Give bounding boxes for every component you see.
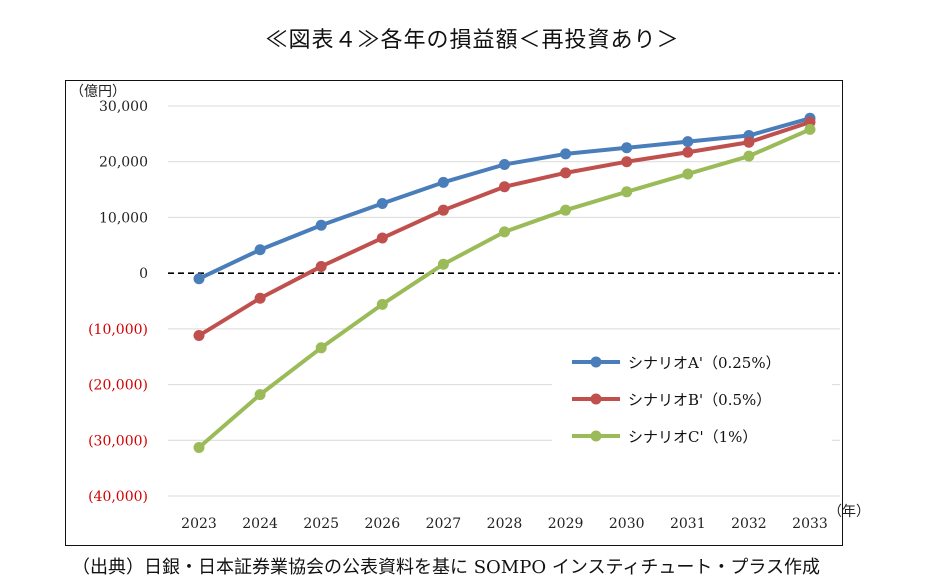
y-tick-label: (40,000): [88, 489, 148, 505]
y-tick-label: (20,000): [88, 378, 148, 394]
y-axis-unit-label: （億円）: [70, 84, 126, 100]
x-tick-label: 2027: [426, 516, 462, 532]
y-tick-label: 20,000: [99, 155, 148, 171]
legend-label: シナリオA'（0.25%）: [628, 354, 781, 372]
y-tick-label: 30,000: [99, 99, 148, 115]
x-tick-label: 2026: [364, 516, 400, 532]
x-tick-label: 2030: [609, 516, 645, 532]
data-point: [193, 442, 205, 454]
data-point: [315, 260, 327, 272]
data-point: [621, 186, 633, 198]
data-point: [621, 156, 633, 168]
data-point: [682, 136, 694, 148]
data-point: [193, 330, 205, 342]
data-point: [560, 204, 572, 216]
source-note: （出典）日銀・日本証券業協会の公表資料を基に SOMPO インスティチュート・プ…: [72, 557, 821, 578]
y-tick-label: 0: [139, 266, 148, 282]
data-point: [315, 219, 327, 231]
legend-swatch-marker: [590, 356, 602, 368]
data-point: [560, 148, 572, 160]
chart-frame: [65, 80, 843, 546]
data-point: [437, 204, 449, 216]
x-tick-label: 2025: [303, 516, 339, 532]
y-tick-label: (10,000): [88, 322, 148, 338]
data-point: [499, 159, 510, 170]
x-tick-label: 2031: [670, 516, 706, 532]
x-tick-label: 2028: [487, 516, 523, 532]
chart-title: ≪図表４≫各年の損益額＜再投資あり＞: [265, 28, 680, 53]
data-point: [254, 292, 266, 304]
y-tick-label: (30,000): [88, 433, 148, 449]
data-point: [437, 176, 449, 188]
legend-swatch-marker: [590, 393, 602, 405]
data-point: [499, 226, 510, 238]
series-line: [197, 116, 812, 281]
data-point: [437, 258, 449, 270]
legend-label: シナリオB'（0.5%）: [628, 391, 771, 409]
legend-label: シナリオC'（1%）: [628, 428, 757, 446]
data-point: [376, 298, 388, 310]
x-tick-label: 2023: [181, 516, 217, 532]
data-point: [682, 168, 694, 180]
legend-swatch-marker: [590, 430, 602, 442]
data-point: [682, 146, 694, 158]
x-axis-unit-label: （年）: [828, 504, 870, 520]
data-point: [254, 244, 266, 256]
x-tick-label: 2029: [548, 516, 584, 532]
data-point: [376, 232, 388, 244]
data-point: [254, 389, 266, 401]
data-point: [315, 342, 327, 354]
x-tick-label: 2033: [792, 516, 828, 532]
data-point: [560, 167, 572, 179]
x-tick-label: 2024: [242, 516, 278, 532]
data-point: [621, 142, 633, 154]
data-point: [804, 123, 816, 135]
data-point: [499, 181, 510, 193]
data-point: [743, 150, 755, 162]
x-tick-label: 2032: [731, 516, 767, 532]
data-point: [376, 198, 388, 209]
data-point: [743, 136, 755, 148]
y-tick-label: 10,000: [99, 210, 148, 226]
data-point: [193, 273, 205, 285]
